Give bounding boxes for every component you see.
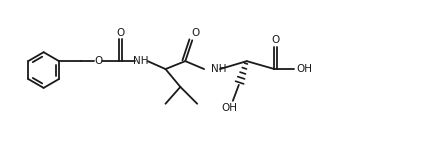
Text: NH: NH [133, 56, 148, 66]
Text: O: O [94, 56, 102, 66]
Text: NH: NH [211, 64, 226, 74]
Text: O: O [116, 28, 124, 38]
Text: OH: OH [221, 103, 237, 113]
Text: O: O [191, 28, 199, 38]
Text: O: O [272, 35, 280, 45]
Text: OH: OH [296, 64, 312, 74]
